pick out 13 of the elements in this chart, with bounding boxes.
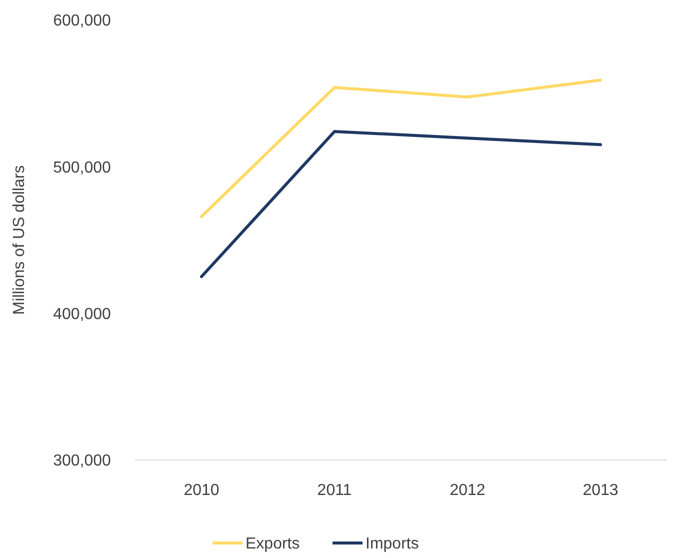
x-tick-label: 2013 bbox=[582, 482, 618, 499]
line-series bbox=[200, 78, 602, 218]
legend-label: Exports bbox=[246, 536, 300, 553]
y-tick-label: 500,000 bbox=[53, 159, 112, 176]
line-series bbox=[200, 130, 602, 278]
x-tick-label: 2011 bbox=[317, 482, 352, 499]
legend-label: Imports bbox=[366, 536, 419, 553]
y-tick-label: 600,000 bbox=[53, 12, 112, 30]
y-axis-title: Millions of US dollars bbox=[11, 165, 28, 315]
x-tick-label: 2012 bbox=[450, 482, 486, 499]
y-tick-label: 400,000 bbox=[53, 306, 112, 323]
y-tick-label: 300,000 bbox=[53, 452, 112, 470]
x-tick-label: 2010 bbox=[184, 482, 220, 499]
